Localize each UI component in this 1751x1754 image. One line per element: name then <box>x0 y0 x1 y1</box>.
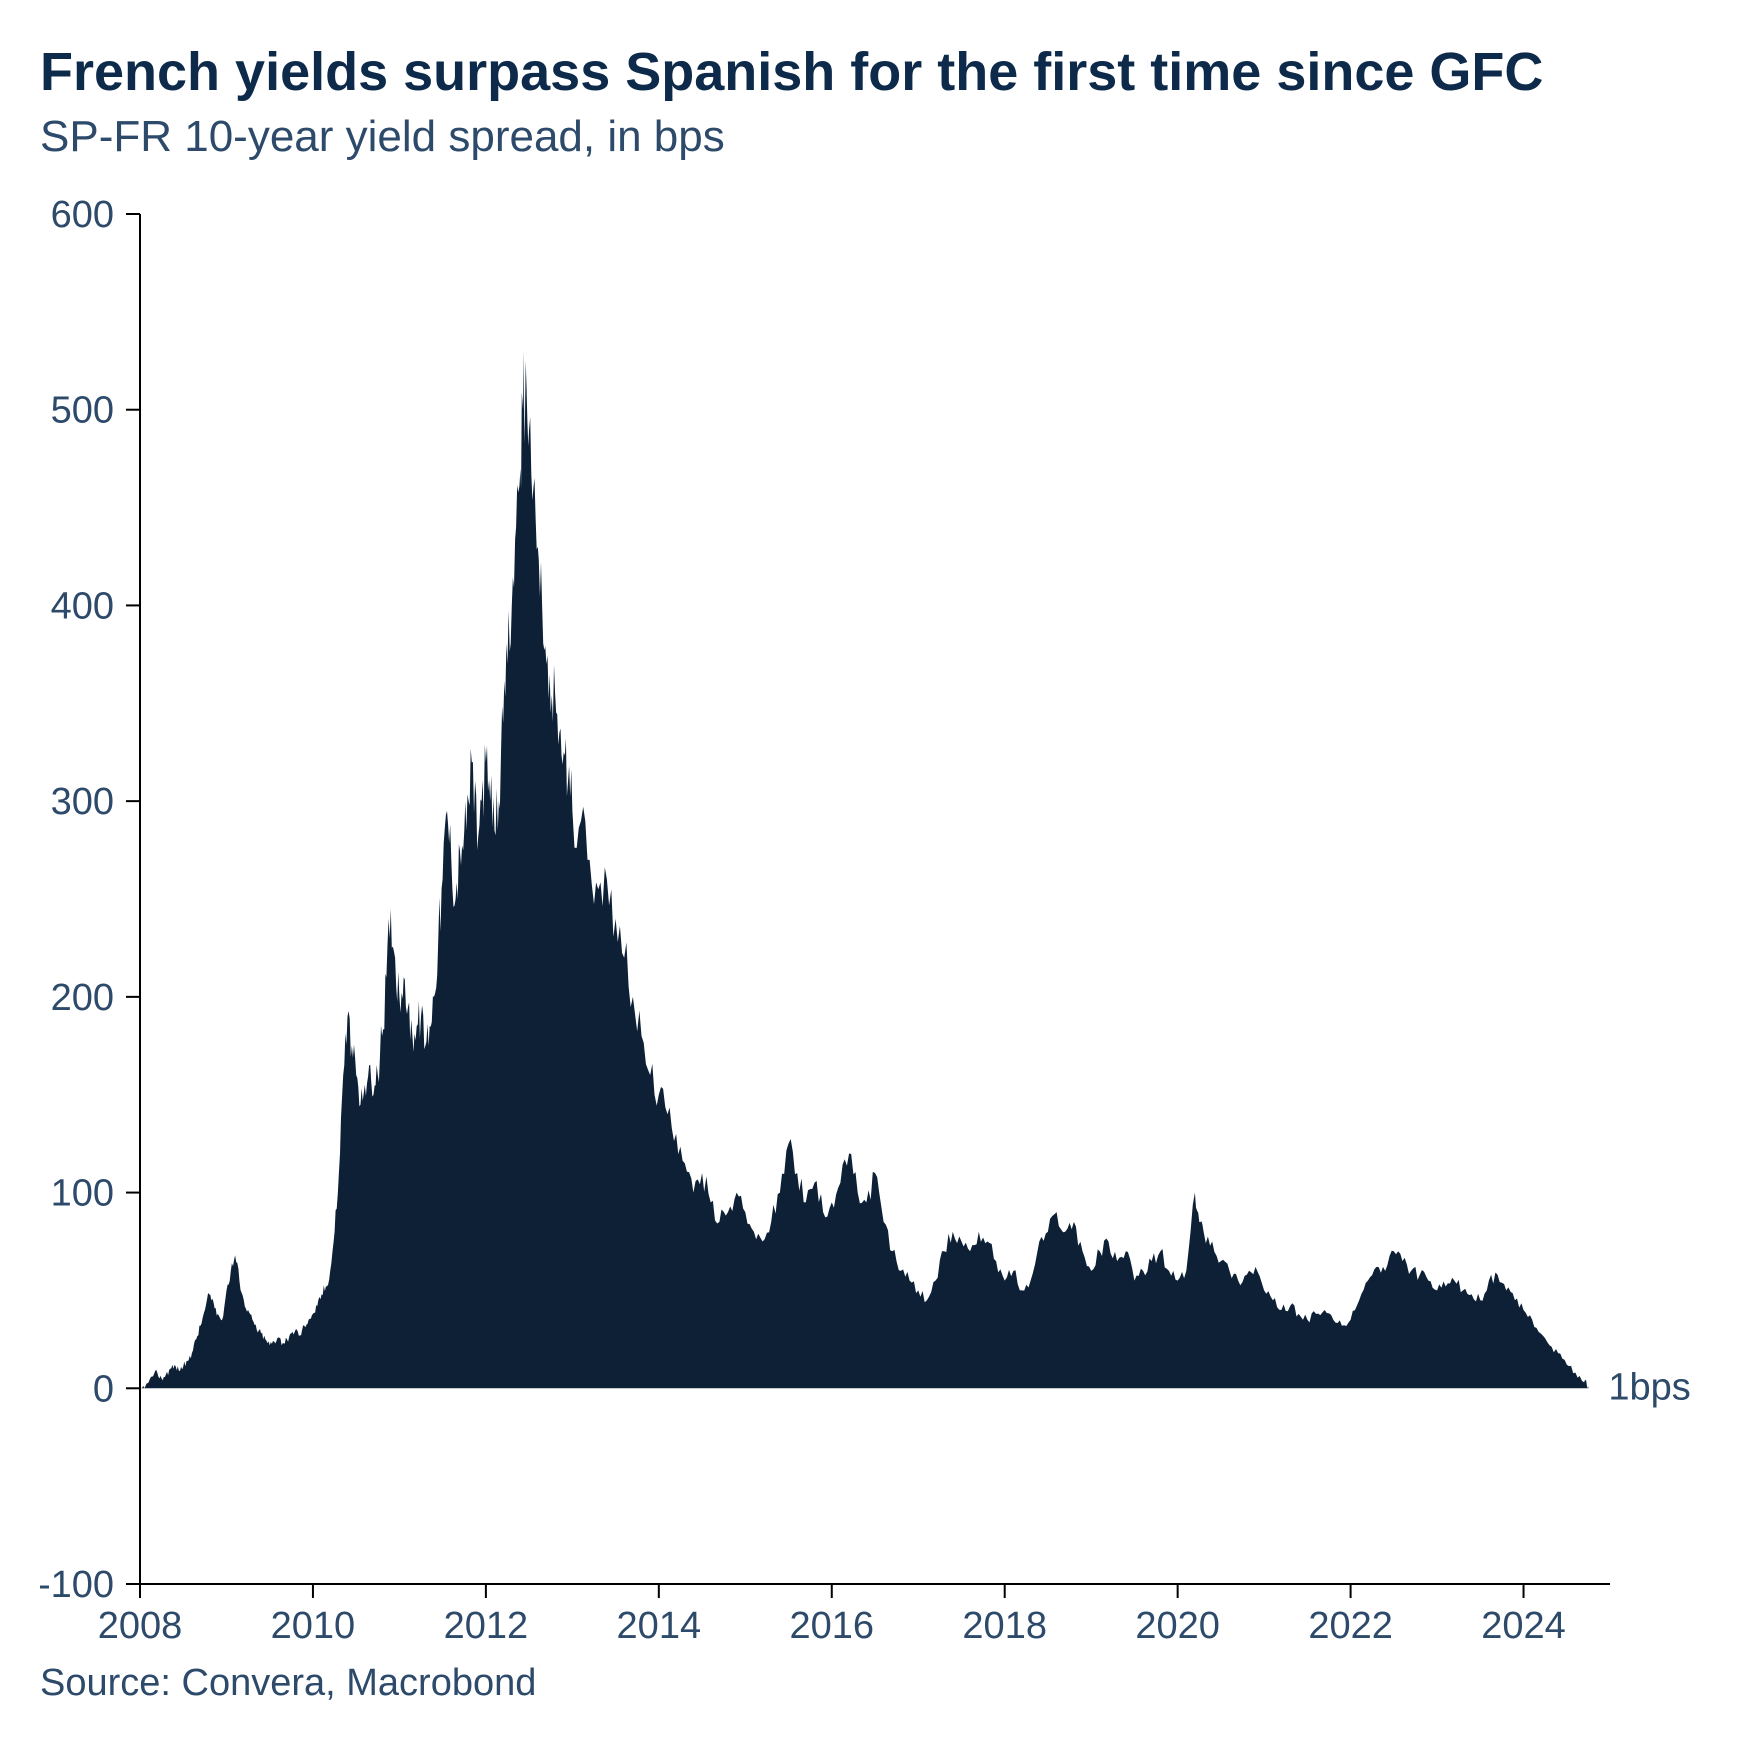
y-tick-label: 100 <box>51 1172 114 1214</box>
x-tick-label: 2016 <box>789 1605 874 1647</box>
x-tick-label: 2020 <box>1135 1605 1220 1647</box>
x-tick-label: 2008 <box>98 1605 183 1647</box>
x-tick-label: 2022 <box>1308 1605 1393 1647</box>
chart-container: -100 0 100 200 300 400 500 600 2008 2010 2012 2014 2… <box>40 184 1711 1654</box>
y-tick-label: -100 <box>40 1564 114 1606</box>
x-tick-label: 2012 <box>444 1605 529 1647</box>
y-tick-label: 400 <box>51 585 114 627</box>
y-tick-label: 600 <box>51 194 114 236</box>
end-value-label: 1bps <box>1608 1366 1690 1408</box>
x-tick-label: 2014 <box>617 1605 702 1647</box>
x-tick-label: 2010 <box>271 1605 356 1647</box>
chart-source: Source: Convera, Macrobond <box>40 1662 1711 1705</box>
y-tick-label: 0 <box>93 1368 114 1410</box>
y-tick-label: 300 <box>51 781 114 823</box>
chart-subtitle: SP-FR 10-year yield spread, in bps <box>40 111 1711 164</box>
y-tick-label: 500 <box>51 389 114 431</box>
chart-title: French yields surpass Spanish for the fi… <box>40 40 1711 105</box>
y-tick-label: 200 <box>51 976 114 1018</box>
area-chart: -100 0 100 200 300 400 500 600 2008 2010 2012 2014 2… <box>40 184 1711 1654</box>
x-tick-label: 2018 <box>962 1605 1047 1647</box>
x-tick-label: 2024 <box>1481 1605 1566 1647</box>
